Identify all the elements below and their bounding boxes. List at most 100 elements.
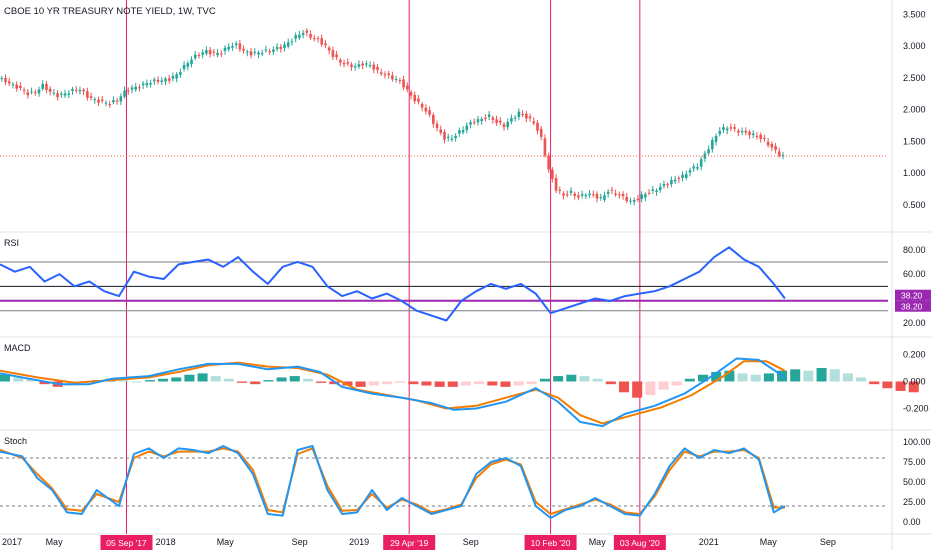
candle-body — [454, 135, 457, 139]
candle-body — [588, 193, 591, 196]
price-y-tick-label: 2.000 — [903, 105, 926, 115]
candle-body — [506, 122, 510, 128]
candle-body — [193, 54, 197, 59]
price-y-tick-label: 3.000 — [903, 41, 926, 51]
stoch-y-tick-label: 0.00 — [903, 517, 921, 527]
macd-histogram-bar — [237, 381, 248, 383]
candle-body — [621, 193, 625, 197]
macd-histogram-bar — [210, 376, 221, 382]
candle-body — [30, 91, 33, 93]
candle-body — [331, 50, 335, 58]
candle-body — [618, 194, 621, 196]
candle-body — [145, 83, 149, 86]
candle-body — [543, 138, 547, 156]
x-tick-label: 2021 — [699, 537, 719, 547]
candle-body — [346, 62, 350, 64]
macd-histogram-bar — [263, 380, 274, 382]
x-tick-label: Sep — [463, 537, 479, 547]
candle-body — [279, 46, 283, 49]
candle-body — [480, 118, 483, 122]
candle-body — [298, 34, 301, 38]
candle-body — [591, 194, 595, 196]
candle-body — [231, 46, 234, 48]
stoch-y-tick-label: 100.00 — [903, 437, 931, 447]
candle-body — [450, 138, 454, 140]
candle-body — [692, 166, 696, 169]
candle-body — [26, 92, 30, 96]
candle-body — [432, 114, 435, 124]
candle-body — [179, 72, 182, 75]
macd-histogram-bar — [329, 381, 340, 385]
candle-body — [781, 154, 785, 156]
candle-body — [766, 141, 770, 146]
candle-body — [670, 179, 673, 185]
candle-body — [197, 54, 201, 56]
candle-body — [272, 49, 275, 52]
candle-body — [662, 184, 666, 186]
date-marker-tag-bg — [100, 535, 153, 550]
macd-histogram-bar — [737, 373, 748, 382]
macd-histogram-bar — [658, 381, 669, 390]
candle-body — [629, 200, 632, 202]
candle-body — [219, 53, 223, 55]
candle-body — [309, 33, 312, 38]
rsi-level-tag-bg — [895, 289, 931, 301]
candle-body — [223, 47, 227, 51]
rsi-label: RSI — [4, 238, 19, 248]
candle-body — [644, 194, 647, 198]
macd-histogram-bar — [144, 380, 155, 382]
candle-body — [33, 92, 37, 94]
stoch-k-line — [0, 445, 786, 519]
candle-body — [305, 30, 309, 33]
candle-body — [435, 123, 439, 128]
macd-histogram-bar — [316, 381, 327, 383]
macd-histogram-bar — [355, 381, 366, 387]
candle-body — [190, 59, 193, 65]
candle-body — [699, 159, 703, 167]
macd-histogram-bar — [763, 373, 774, 382]
price-y-tick-label: 1.500 — [903, 136, 926, 146]
candle-body — [402, 79, 405, 88]
candle-body — [112, 100, 115, 103]
candle-body — [413, 95, 417, 102]
candle-body — [513, 117, 517, 119]
x-tick-label: May — [760, 537, 778, 547]
candle-body — [532, 121, 536, 124]
candle-body — [528, 116, 532, 119]
candle-body — [153, 79, 156, 82]
candle-body — [361, 63, 364, 66]
x-tick-label: 2017 — [2, 537, 22, 547]
candle-body — [60, 93, 63, 95]
candle-body — [123, 90, 126, 97]
date-marker-tag-bg — [383, 535, 436, 550]
candle-body — [320, 38, 324, 45]
macd-histogram-bar — [302, 378, 313, 382]
stoch-y-tick-label: 75.00 — [903, 457, 926, 467]
macd-histogram-bar — [856, 377, 867, 382]
candle-body — [201, 52, 204, 55]
candle-body — [97, 99, 100, 103]
x-tick-label: May — [46, 537, 64, 547]
candle-body — [294, 35, 297, 39]
candle-body — [119, 96, 123, 102]
candle-body — [614, 193, 617, 195]
candle-body — [495, 119, 498, 123]
y-axis-labels: 3.500 3.000 2.500 2.000 1.500 1.000 0.500 80.00… — [895, 9, 931, 527]
candle-body — [558, 189, 562, 191]
candle-body — [383, 74, 387, 76]
candle-body — [703, 153, 707, 159]
candle-body — [458, 130, 461, 134]
candle-body — [324, 43, 327, 46]
candle-body — [428, 110, 431, 115]
candle-body — [714, 136, 718, 142]
candle-body — [647, 192, 651, 194]
candle-body — [134, 86, 138, 90]
macd-histogram-bar — [131, 381, 142, 383]
macd-y-tick-label: -0.200 — [903, 403, 929, 413]
candle-body — [595, 193, 599, 199]
macd-histogram-bar — [592, 378, 603, 382]
candle-body — [696, 167, 699, 169]
candle-body — [469, 122, 472, 125]
macd-histogram-bar — [158, 378, 169, 382]
